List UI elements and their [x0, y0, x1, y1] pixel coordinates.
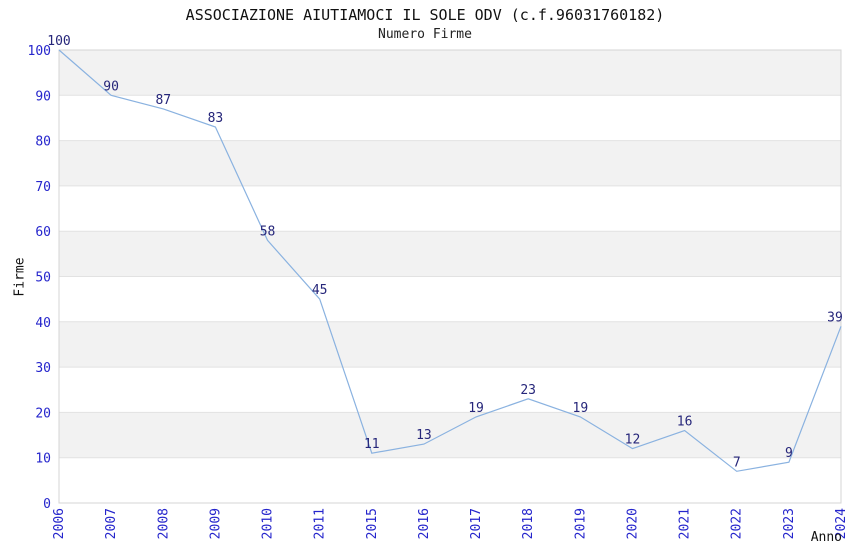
- x-tick-label: 2020: [625, 508, 640, 539]
- point-label: 19: [573, 401, 589, 416]
- chart-title: ASSOCIAZIONE AIUTIAMOCI IL SOLE ODV (c.f…: [185, 6, 665, 24]
- x-tick-label: 2016: [417, 508, 432, 539]
- x-axis-title: Anno: [810, 530, 842, 545]
- point-label: 100: [47, 34, 70, 49]
- point-label: 90: [103, 79, 119, 94]
- point-label: 58: [260, 224, 276, 239]
- x-tick-label: 2010: [261, 508, 276, 539]
- point-label: 23: [520, 383, 536, 398]
- plot-border: [58, 49, 842, 504]
- point-label: 39: [827, 310, 843, 325]
- x-tick-label: 2023: [782, 508, 797, 539]
- plot-band: [59, 412, 841, 458]
- point-label: 19: [468, 401, 484, 416]
- x-tick-label: 2015: [365, 508, 380, 539]
- x-tick-label: 2009: [208, 508, 223, 539]
- plot-band: [59, 140, 841, 186]
- x-tick-label: 2017: [469, 508, 484, 539]
- y-tick-label: 100: [28, 44, 51, 59]
- x-tick-label: 2018: [521, 508, 536, 539]
- y-tick-label: 30: [35, 361, 51, 376]
- point-label: 83: [208, 111, 224, 126]
- point-label: 11: [364, 437, 380, 452]
- y-tick-label: 20: [35, 406, 51, 421]
- y-tick-label: 40: [35, 316, 51, 331]
- x-tick-label: 2022: [730, 508, 745, 539]
- point-label: 7: [733, 455, 741, 470]
- y-tick-label: 10: [35, 452, 51, 467]
- point-label: 12: [625, 433, 641, 448]
- y-tick-label: 0: [43, 497, 51, 512]
- y-tick-label: 50: [35, 271, 51, 286]
- point-label: 45: [312, 283, 328, 298]
- point-label: 16: [677, 415, 693, 430]
- point-label: 13: [416, 428, 432, 443]
- x-tick-label: 2008: [156, 508, 171, 539]
- data-line: [58, 49, 842, 472]
- plot-band: [59, 321, 841, 368]
- x-tick-label: 2006: [52, 508, 67, 539]
- y-tick-label: 90: [35, 89, 51, 104]
- x-tick-label: 2019: [573, 508, 588, 539]
- plot-band: [59, 231, 841, 277]
- x-tick-label: 2007: [104, 508, 119, 539]
- x-tick-label: 2021: [678, 508, 693, 539]
- x-tick-label: 2024: [834, 508, 849, 539]
- plot-band: [59, 50, 841, 96]
- point-label: 9: [785, 446, 793, 461]
- point-label: 87: [155, 93, 171, 108]
- x-tick-label: 2011: [313, 508, 328, 539]
- chart-subtitle: Numero Firme: [378, 27, 472, 42]
- y-tick-label: 60: [35, 225, 51, 240]
- y-tick-label: 80: [35, 135, 51, 150]
- y-tick-label: 70: [35, 180, 51, 195]
